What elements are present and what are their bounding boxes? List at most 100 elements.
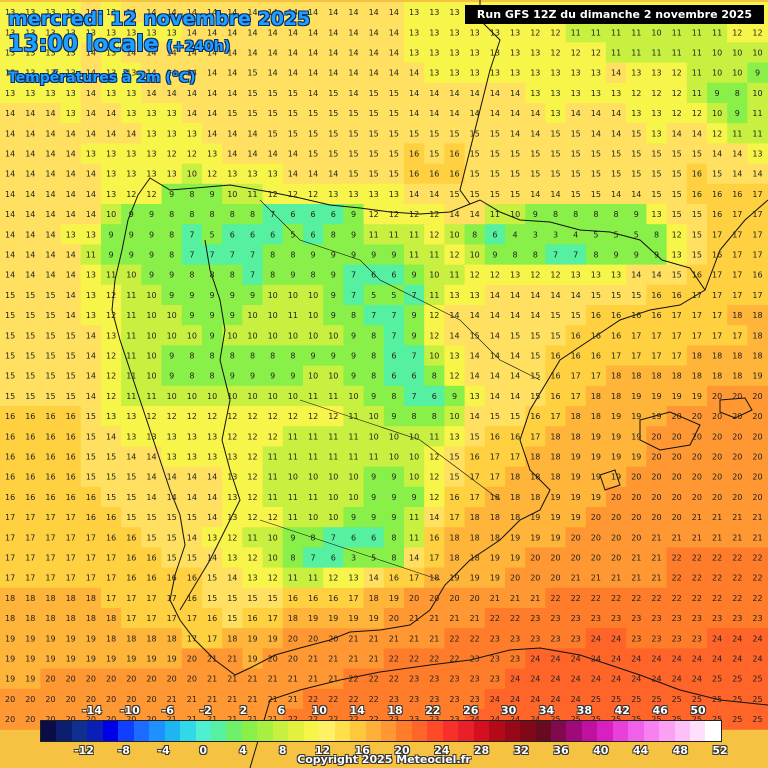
temperature-cell bbox=[424, 2, 445, 23]
temperature-value: 10 bbox=[288, 473, 298, 482]
temperature-value: 15 bbox=[470, 129, 480, 138]
temperature-value: 12 bbox=[247, 554, 257, 563]
temperature-cell bbox=[60, 62, 82, 84]
temperature-cell bbox=[606, 587, 627, 609]
temperature-value: 10 bbox=[752, 49, 762, 58]
temperature-cell bbox=[525, 284, 546, 306]
temperature-cell bbox=[202, 446, 223, 468]
temperature-cell bbox=[505, 507, 526, 528]
temperature-value: 14 bbox=[530, 190, 540, 199]
temperature-value: 22 bbox=[369, 695, 379, 704]
temperature-cell bbox=[525, 385, 546, 407]
temperature-value: 11 bbox=[106, 271, 116, 280]
temperature-value: 13 bbox=[146, 28, 156, 37]
temperature-cell bbox=[323, 2, 344, 23]
temperature-cell bbox=[363, 325, 385, 346]
temperature-value: 14 bbox=[288, 49, 298, 58]
temperature-cell bbox=[242, 264, 264, 286]
temperature-cell bbox=[727, 305, 748, 326]
temperature-value: 14 bbox=[25, 230, 35, 239]
temperature-value: 21 bbox=[470, 614, 480, 623]
temperature-value: 8 bbox=[573, 210, 578, 219]
temperature-value: 18 bbox=[45, 594, 55, 603]
temperature-value: 25 bbox=[611, 695, 621, 704]
temperature-value: 23 bbox=[409, 695, 419, 704]
temperature-value: 19 bbox=[5, 634, 15, 643]
temperature-cell bbox=[262, 406, 284, 427]
temperature-cell bbox=[404, 426, 425, 447]
temperature-value: 14 bbox=[207, 28, 217, 37]
temperature-cell bbox=[727, 82, 748, 104]
temperature-value: 15 bbox=[66, 331, 76, 340]
temperature-cell bbox=[707, 305, 728, 326]
temperature-value: 7 bbox=[412, 291, 417, 300]
temperature-cell bbox=[525, 365, 546, 387]
temperature-cell bbox=[282, 62, 304, 84]
temperature-cell bbox=[383, 385, 405, 407]
temperature-value: 23 bbox=[429, 675, 439, 684]
temperature-value: 15 bbox=[369, 129, 379, 138]
temperature-cell bbox=[161, 284, 183, 306]
temperature-cell bbox=[363, 628, 385, 649]
temperature-cell bbox=[707, 183, 728, 205]
temperature-value: 10 bbox=[712, 49, 722, 58]
temperature-value: 21 bbox=[389, 634, 399, 643]
temperature-value: 19 bbox=[86, 655, 96, 664]
temperature-cell bbox=[585, 648, 607, 670]
temperature-cell bbox=[303, 426, 324, 447]
temperature-value: 8 bbox=[210, 271, 215, 280]
temperature-cell bbox=[222, 507, 243, 528]
temperature-cell bbox=[0, 62, 21, 84]
temperature-value: 17 bbox=[5, 554, 15, 563]
temperature-cell bbox=[242, 183, 264, 205]
temperature-value: 10 bbox=[752, 89, 762, 98]
temperature-value: 14 bbox=[328, 49, 338, 58]
temperature-value: 20 bbox=[86, 715, 96, 724]
temperature-value: 16 bbox=[449, 150, 459, 159]
temperature-cell bbox=[303, 325, 324, 346]
temperature-value: 21 bbox=[308, 675, 318, 684]
temperature-cell bbox=[242, 668, 264, 690]
temperature-cell bbox=[505, 365, 526, 387]
temperature-cell bbox=[181, 325, 203, 346]
temperature-value: 21 bbox=[429, 614, 439, 623]
temperature-cell bbox=[424, 406, 445, 427]
temperature-value: 19 bbox=[348, 614, 358, 623]
legend-swatch bbox=[118, 721, 134, 741]
temperature-cell bbox=[101, 42, 122, 64]
temperature-value: 14 bbox=[86, 89, 96, 98]
temperature-cell bbox=[222, 587, 243, 609]
temperature-value: 24 bbox=[530, 715, 540, 724]
temperature-cell bbox=[60, 305, 82, 326]
temperature-cell bbox=[40, 42, 62, 64]
forecast-lead: (+240h) bbox=[166, 39, 231, 55]
temperature-value: 10 bbox=[409, 432, 419, 441]
temperature-cell bbox=[565, 143, 587, 165]
temperature-cell bbox=[404, 587, 425, 609]
temperature-value: 23 bbox=[692, 614, 702, 623]
temperature-cell bbox=[343, 648, 365, 670]
temperature-cell bbox=[181, 486, 203, 508]
temperature-cell bbox=[323, 486, 344, 508]
legend-swatch bbox=[102, 721, 119, 741]
legend-tick-top: 22 bbox=[425, 704, 441, 717]
temperature-cell bbox=[20, 466, 41, 488]
temperature-cell bbox=[646, 406, 668, 427]
temperature-cell bbox=[404, 446, 425, 468]
temperature-cell bbox=[20, 163, 41, 185]
temperature-cell bbox=[303, 385, 324, 407]
temperature-value: 17 bbox=[66, 574, 76, 583]
temperature-value: 13 bbox=[449, 8, 459, 17]
temperature-cell bbox=[282, 204, 304, 225]
temperature-cell bbox=[303, 446, 324, 468]
temperature-value: 10 bbox=[268, 554, 278, 563]
temperature-cell bbox=[323, 264, 344, 286]
temperature-value: 20 bbox=[591, 554, 601, 563]
temperature-value: 13 bbox=[571, 271, 581, 280]
temperature-value: 14 bbox=[490, 291, 500, 300]
temperature-value: 17 bbox=[207, 634, 217, 643]
temperature-cell bbox=[606, 345, 627, 367]
temperature-cell bbox=[40, 284, 62, 306]
temperature-cell bbox=[565, 224, 587, 245]
france-south bbox=[704, 199, 768, 291]
